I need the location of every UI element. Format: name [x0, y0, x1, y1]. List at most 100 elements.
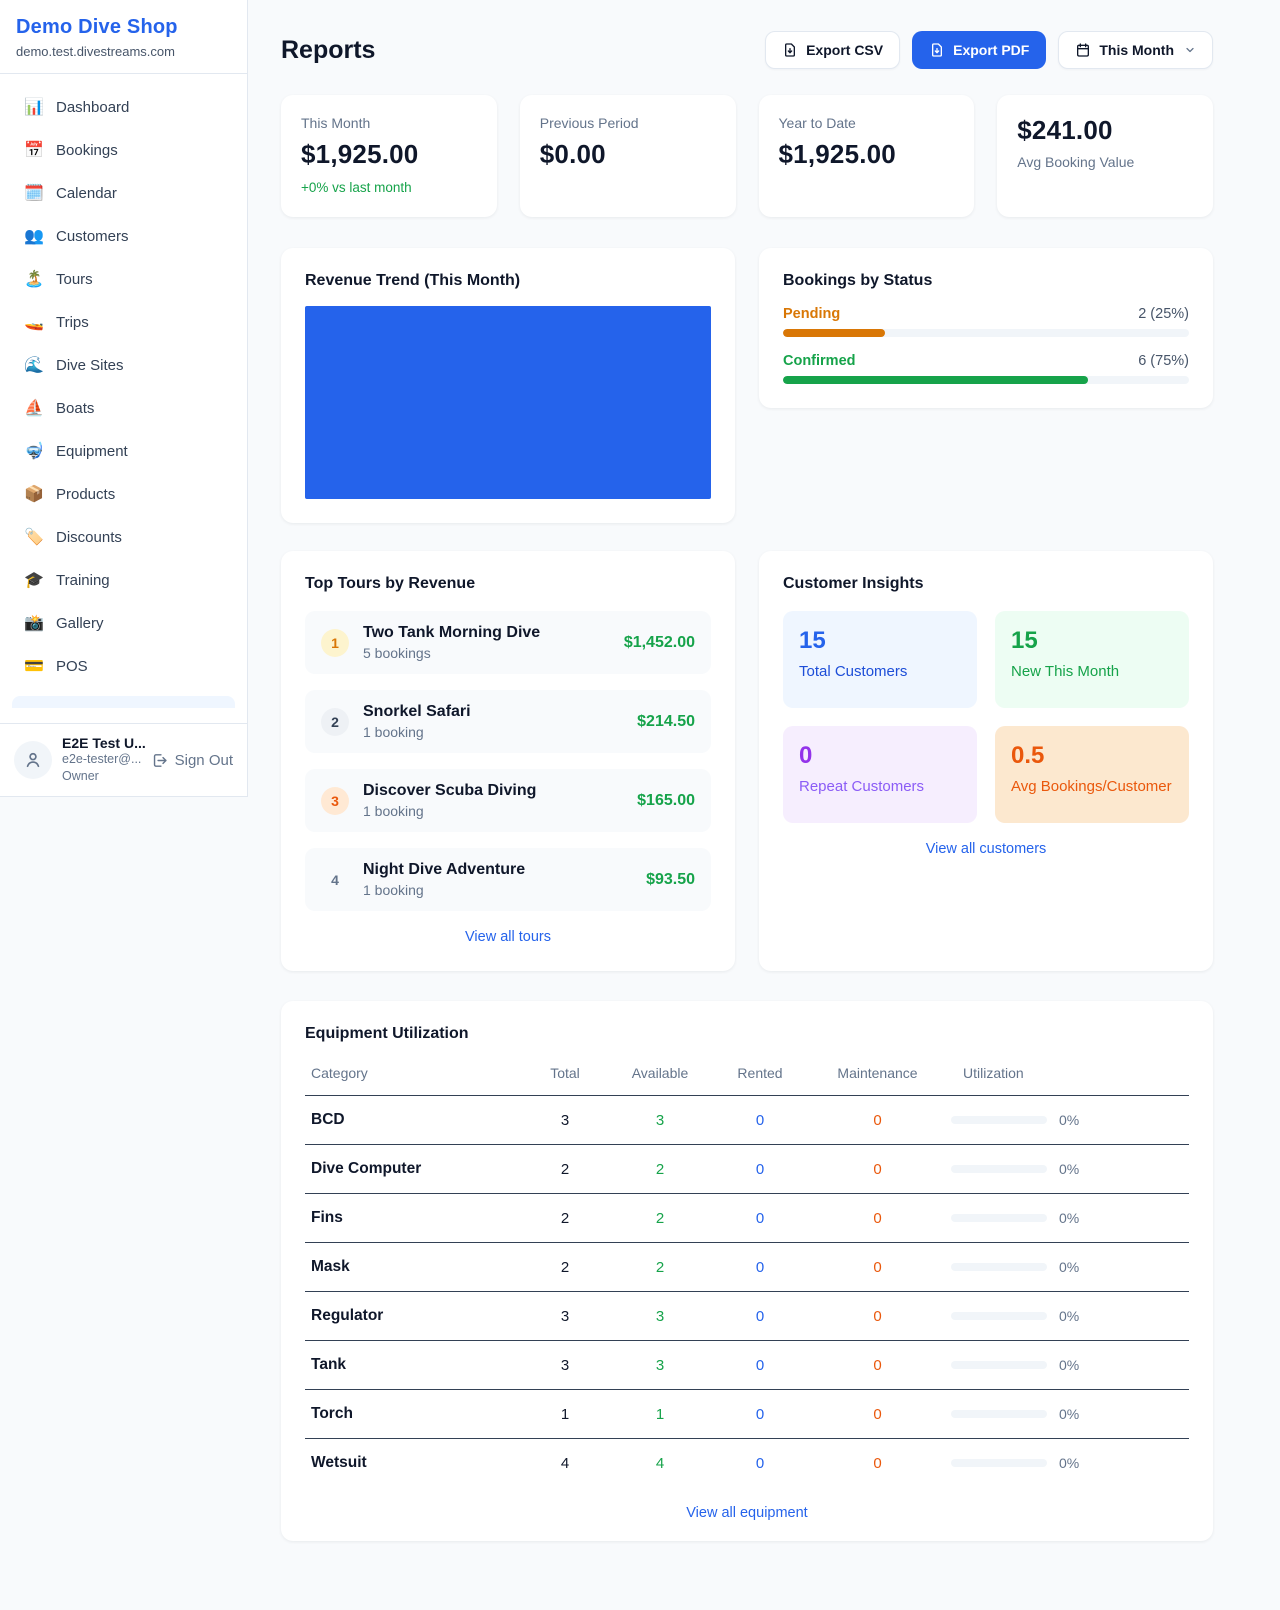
utilization-bar: 0%	[951, 1161, 1183, 1177]
status-count: 2 (25%)	[1138, 306, 1189, 322]
insight-value: 15	[799, 627, 826, 654]
discounts-icon: 🏷️	[24, 529, 44, 546]
equipment-utilization-cell: 0%	[945, 1193, 1189, 1243]
sidebar: Demo Dive Shop demo.test.divestreams.com…	[0, 0, 248, 797]
equipment-column-header: Utilization	[945, 1057, 1189, 1096]
insight-tile: 15 Total Customers	[783, 611, 977, 708]
sidebar-item-reports-active-partial[interactable]	[12, 696, 235, 708]
sidebar-item-trips[interactable]: 🚤 Trips	[12, 303, 235, 341]
sidebar-item-training[interactable]: 🎓 Training	[12, 561, 235, 599]
sidebar-item-label: POS	[56, 657, 88, 675]
tour-info: Night Dive Adventure 1 booking	[363, 861, 525, 898]
sidebar-item-label: Calendar	[56, 184, 117, 202]
sidebar-item-dive-sites[interactable]: 🌊 Dive Sites	[12, 346, 235, 384]
utilization-track	[951, 1116, 1047, 1124]
utilization-track	[951, 1361, 1047, 1369]
sidebar-item-label: Training	[56, 571, 110, 589]
export-pdf-button[interactable]: Export PDF	[912, 31, 1047, 69]
sidebar-item-label: Boats	[56, 399, 95, 417]
stat-label: Avg Booking Value	[1017, 154, 1135, 170]
status-row-head: Confirmed 6 (75%)	[783, 353, 1189, 369]
equipment-maintenance: 0	[810, 1340, 945, 1390]
insight-label: New This Month	[1011, 663, 1120, 680]
equipment-row: Wetsuit 4 4 0 0 0%	[305, 1439, 1189, 1488]
equipment-utilization-cell: 0%	[945, 1095, 1189, 1145]
bookings-icon: 📅	[24, 142, 44, 159]
view-all-customers-link[interactable]: View all customers	[925, 841, 1047, 857]
tour-bookings: 1 booking	[363, 803, 424, 819]
equipment-available: 1	[610, 1389, 710, 1439]
insight-value: 0	[799, 742, 813, 769]
utilization-bar: 0%	[951, 1210, 1183, 1226]
export-csv-button[interactable]: Export CSV	[765, 31, 901, 69]
sidebar-item-label: Bookings	[56, 141, 118, 159]
sign-out-button[interactable]: Sign Out	[151, 752, 233, 769]
person-icon	[26, 753, 40, 768]
main-content: Reports Export CSV Export PDF	[248, 0, 1280, 1541]
tour-row: 3 Discover Scuba Diving 1 booking $165.00	[305, 769, 711, 832]
view-all-equipment-link[interactable]: View all equipment	[686, 1505, 808, 1521]
utilization-percent: 0%	[1059, 1406, 1080, 1422]
equipment-utilization-card: Equipment Utilization Category Total Avail…	[281, 1001, 1213, 1541]
sidebar-nav: 📊 Dashboard 📅 Bookings 🗓️ Calendar 👥 Customers 🏝…	[0, 74, 247, 685]
equipment-available: 2	[610, 1144, 710, 1194]
utilization-track	[951, 1410, 1047, 1418]
file-download-icon	[932, 43, 943, 57]
equipment-category: Torch	[305, 1389, 520, 1439]
tour-info: Snorkel Safari 1 booking	[363, 703, 471, 740]
view-all-tours-link[interactable]: View all tours	[465, 929, 551, 945]
equipment-utilization-cell: 0%	[945, 1439, 1189, 1488]
utilization-percent: 0%	[1059, 1357, 1080, 1373]
sidebar-item-products[interactable]: 📦 Products	[12, 475, 235, 513]
stat-value: $1,925.00	[778, 139, 896, 169]
stat-card: Year to Date $1,925.00	[758, 95, 975, 217]
sidebar-item-discounts[interactable]: 🏷️ Discounts	[12, 518, 235, 556]
chevron-down-icon	[1186, 47, 1194, 53]
sidebar-item-calendar[interactable]: 🗓️ Calendar	[12, 174, 235, 212]
equipment-category: Fins	[305, 1193, 520, 1243]
insight-tile: 0.5 Avg Bookings/Customer	[995, 726, 1189, 823]
equipment-icon: 🤿	[24, 443, 44, 460]
equipment-total: 3	[520, 1340, 610, 1390]
period-dropdown[interactable]: This Month	[1058, 31, 1213, 69]
sidebar-item-boats[interactable]: ⛵ Boats	[12, 389, 235, 427]
sidebar-item-label: Gallery	[56, 614, 104, 632]
equipment-column-header: Maintenance	[810, 1057, 945, 1096]
equipment-total: 2	[520, 1193, 610, 1243]
insight-value: 0.5	[1011, 742, 1045, 769]
insight-tile: 0 Repeat Customers	[783, 726, 977, 823]
utilization-percent: 0%	[1059, 1210, 1080, 1226]
sidebar-item-tours[interactable]: 🏝️ Tours	[12, 260, 235, 298]
tour-rank-badge: 2	[321, 707, 349, 736]
equipment-utilization-cell: 0%	[945, 1340, 1189, 1390]
stat-card: Previous Period $0.00	[519, 95, 736, 217]
utilization-percent: 0%	[1059, 1455, 1080, 1471]
stat-card: $241.00 Avg Booking Value	[997, 95, 1213, 217]
sidebar-item-dashboard[interactable]: 📊 Dashboard	[12, 88, 235, 126]
equipment-rented: 0	[710, 1242, 810, 1292]
stat-value: $0.00	[539, 139, 606, 169]
sidebar-item-bookings[interactable]: 📅 Bookings	[12, 131, 235, 169]
stat-value: $1,925.00	[301, 139, 419, 169]
equipment-maintenance: 0	[810, 1095, 945, 1145]
tour-bookings: 1 booking	[363, 882, 424, 898]
sidebar-item-customers[interactable]: 👥 Customers	[12, 217, 235, 255]
equipment-available: 2	[610, 1193, 710, 1243]
sidebar-item-pos[interactable]: 💳 POS	[12, 647, 235, 685]
sidebar-header: Demo Dive Shop demo.test.divestreams.com	[0, 0, 247, 74]
equipment-utilization-cell: 0%	[945, 1144, 1189, 1194]
equipment-row: Torch 1 1 0 0 0%	[305, 1389, 1189, 1439]
sidebar-item-gallery[interactable]: 📸 Gallery	[12, 604, 235, 642]
sidebar-item-label: Dashboard	[56, 98, 130, 116]
equipment-total: 3	[520, 1095, 610, 1145]
sidebar-item-label: Tours	[56, 270, 93, 288]
equipment-maintenance: 0	[810, 1193, 945, 1243]
status-label: Pending	[783, 306, 841, 322]
tour-rank-badge: 3	[321, 786, 349, 815]
gallery-icon: 📸	[24, 615, 44, 632]
sidebar-item-equipment[interactable]: 🤿 Equipment	[12, 432, 235, 470]
insight-tile: 15 New This Month	[995, 611, 1189, 708]
equipment-category: Dive Computer	[305, 1144, 520, 1194]
equipment-rented: 0	[710, 1389, 810, 1439]
equipment-total: 3	[520, 1291, 610, 1341]
